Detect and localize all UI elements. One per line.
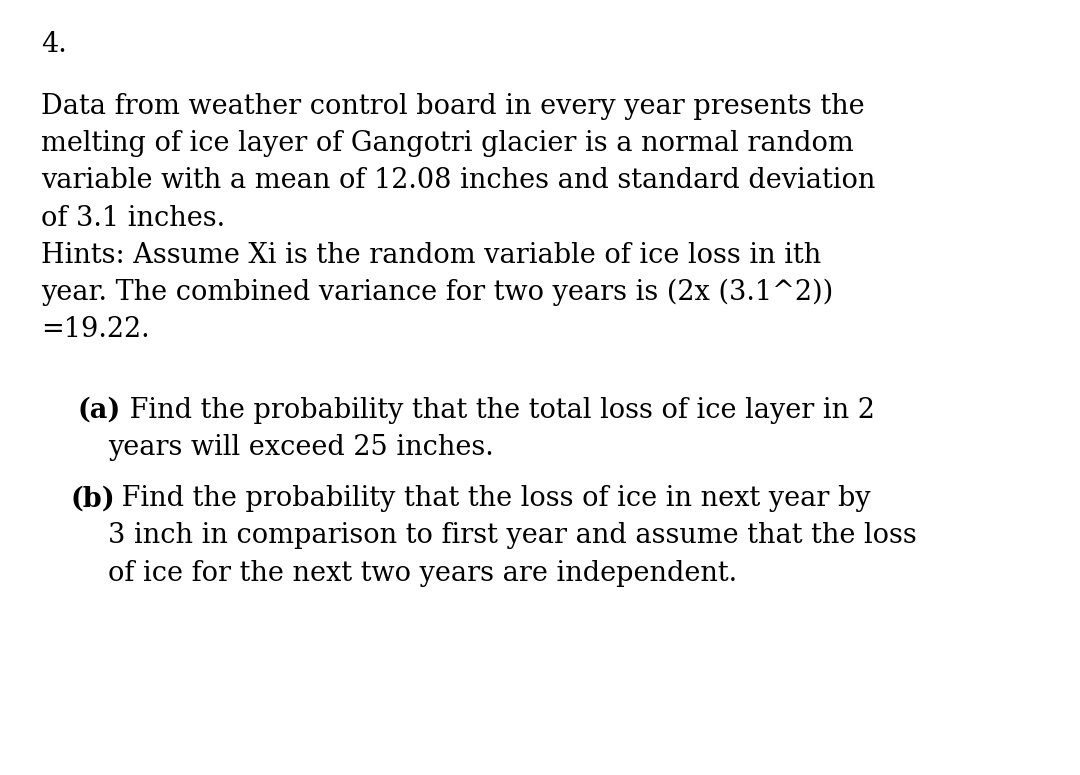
Text: of 3.1 inches.: of 3.1 inches. [41,205,225,232]
Text: =19.22.: =19.22. [41,316,150,343]
Text: year. The combined variance for two years is (2x (3.1^2)): year. The combined variance for two year… [41,279,834,306]
Text: Find the probability that the loss of ice in next year by: Find the probability that the loss of ic… [113,485,872,512]
Text: Hints: Assume Xi is the random variable of ice loss in ith: Hints: Assume Xi is the random variable … [41,242,821,269]
Text: (b): (b) [70,485,114,512]
Text: Find the probability that the total loss of ice layer in 2: Find the probability that the total loss… [121,397,875,424]
Text: melting of ice layer of Gangotri glacier is a normal random: melting of ice layer of Gangotri glacier… [41,130,854,157]
Text: variable with a mean of 12.08 inches and standard deviation: variable with a mean of 12.08 inches and… [41,167,876,195]
Text: (a): (a) [78,397,121,424]
Text: years will exceed 25 inches.: years will exceed 25 inches. [108,434,494,461]
Text: 3 inch in comparison to first year and assume that the loss: 3 inch in comparison to first year and a… [108,522,917,549]
Text: 4.: 4. [41,31,67,58]
Text: Data from weather control board in every year presents the: Data from weather control board in every… [41,93,865,120]
Text: of ice for the next two years are independent.: of ice for the next two years are indepe… [108,560,738,587]
